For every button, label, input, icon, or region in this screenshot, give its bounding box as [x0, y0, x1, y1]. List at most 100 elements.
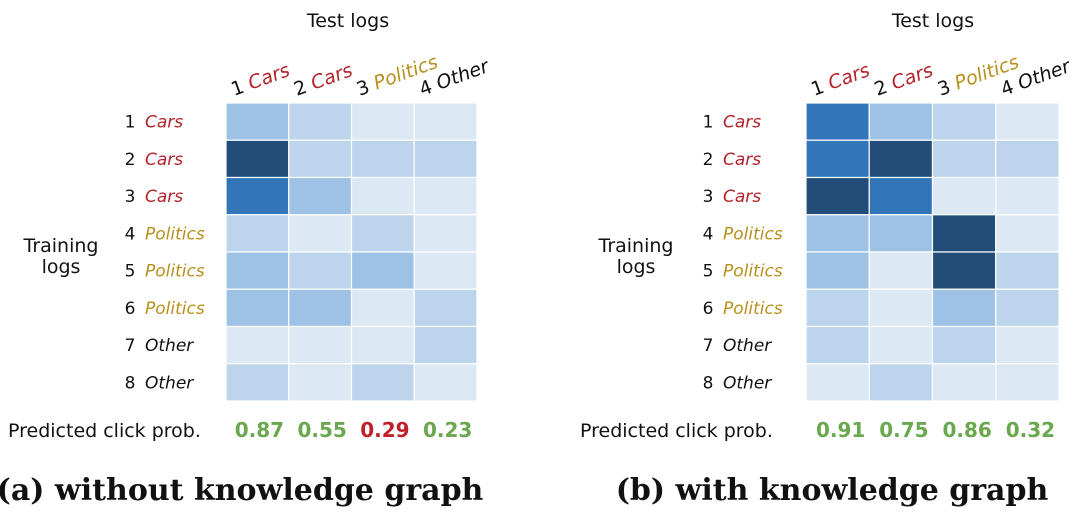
heatmap-cell: [931, 176, 997, 216]
heatmap-cell: [225, 363, 290, 402]
row-label-topic: Other: [723, 373, 772, 393]
row-label-topic: Other: [145, 336, 194, 356]
column-label-topic: Other: [1015, 55, 1074, 95]
heatmap-cell: [225, 176, 290, 216]
row-axis-title-line: logs: [617, 256, 656, 278]
heatmap-cell: [288, 251, 353, 290]
heatmap-cell: [350, 176, 415, 216]
row-label-number: 4: [703, 224, 714, 244]
heatmap-cell: [868, 176, 934, 216]
predicted-value: 0.55: [297, 418, 346, 442]
heatmap-cell: [413, 102, 478, 141]
heatmap-cell: [350, 288, 415, 328]
predicted-value: 0.86: [942, 418, 991, 442]
row-label-topic: Politics: [145, 224, 205, 244]
column-label: 2 Cars: [291, 59, 356, 100]
row-label-number: 1: [125, 113, 136, 133]
heatmap-cell: [225, 251, 290, 290]
heatmap-cell: [225, 102, 290, 141]
row-label-number: 8: [125, 373, 136, 393]
heatmap-cell: [868, 288, 934, 328]
heatmap-cell: [288, 176, 353, 216]
heatmap-cell: [350, 363, 415, 402]
row-label-topic: Politics: [723, 262, 783, 282]
panel-caption: (b) with knowledge graph: [616, 473, 1049, 508]
row-label-number: 6: [703, 299, 714, 319]
row-label-number: 4: [125, 224, 136, 244]
heatmap-cell: [931, 363, 997, 402]
row-label-number: 7: [703, 336, 714, 356]
heatmap-cell: [995, 288, 1060, 328]
heatmap-cell: [288, 139, 353, 179]
row-label-topic: Politics: [145, 262, 205, 282]
heatmap-cell: [931, 102, 997, 141]
column-label: 1 Cars: [228, 59, 293, 100]
heatmap-cell: [995, 176, 1060, 216]
heatmap-cell: [805, 176, 870, 216]
heatmap-cell: [350, 139, 415, 179]
column-label-topic: Cars: [245, 59, 293, 94]
column-label-topic: Other: [433, 55, 492, 95]
heatmap-cell: [995, 139, 1060, 179]
col-axis-title: Test logs: [891, 10, 974, 32]
row-label-topic: Politics: [145, 299, 205, 319]
row-label-topic: Cars: [145, 187, 183, 207]
heatmap-cell: [413, 176, 478, 216]
heatmap-cell: [225, 288, 290, 328]
predicted-value: 0.29: [360, 418, 409, 442]
heatmap-cell: [995, 102, 1060, 141]
heatmap-cell: [350, 102, 415, 141]
predicted-value: 0.75: [879, 418, 928, 442]
heatmap-panel-a: Test logs Training logs 1 Cars 2 Cars 3 Cars 4 Pol…: [0, 10, 493, 508]
heatmap-cell: [995, 363, 1060, 402]
predicted-value: 0.23: [423, 418, 472, 442]
predicted-value: 0.32: [1006, 418, 1055, 442]
row-axis-title: Training logs: [23, 235, 99, 278]
heatmap-cell: [931, 325, 997, 365]
row-label-topic: Cars: [723, 150, 761, 170]
heatmap-cell: [288, 288, 353, 328]
heatmap-cell: [413, 251, 478, 290]
row-label-number: 6: [125, 299, 136, 319]
heatmap-cell: [868, 102, 934, 141]
heatmap-cell: [805, 363, 870, 402]
heatmap-cell: [868, 139, 934, 179]
row-label-topic: Cars: [145, 150, 183, 170]
heatmap-cell: [225, 214, 290, 253]
column-label-topic: Cars: [888, 59, 936, 94]
heatmap-cell: [288, 102, 353, 141]
column-label: 2 Cars: [871, 59, 936, 100]
heatmap-cell: [868, 363, 934, 402]
heatmap-cell: [805, 288, 870, 328]
heatmap-cell: [350, 214, 415, 253]
col-axis-title: Test logs: [306, 10, 389, 32]
row-axis-title: Training logs: [598, 235, 674, 278]
row-label-number: 3: [125, 187, 136, 207]
heatmap-cell: [413, 139, 478, 179]
heatmap-cell: [805, 325, 870, 365]
heatmap-cell: [413, 325, 478, 365]
heatmap-cell: [350, 325, 415, 365]
heatmap-cell: [995, 325, 1060, 365]
row-label-number: 1: [703, 113, 714, 133]
column-label: 1 Cars: [808, 59, 873, 100]
heatmap-cell: [805, 214, 870, 253]
heatmap-cell: [288, 325, 353, 365]
heatmap-cell: [931, 288, 997, 328]
heatmap-cell: [805, 102, 870, 141]
row-label-topic: Other: [723, 336, 772, 356]
row-axis-title-line: logs: [42, 256, 81, 278]
heatmap-cell: [413, 363, 478, 402]
heatmap-cell: [288, 363, 353, 402]
row-label-number: 2: [125, 150, 136, 170]
predicted-value: 0.91: [816, 418, 865, 442]
row-label-topic: Cars: [723, 113, 761, 133]
predicted-value: 0.87: [235, 418, 284, 442]
heatmap-cell: [995, 251, 1060, 290]
panel-caption: (a) without knowledge graph: [0, 473, 484, 508]
row-label-topic: Politics: [723, 299, 783, 319]
heatmap-cell: [868, 251, 934, 290]
row-label-number: 7: [125, 336, 136, 356]
row-label-topic: Cars: [723, 187, 761, 207]
heatmap-cell: [413, 214, 478, 253]
